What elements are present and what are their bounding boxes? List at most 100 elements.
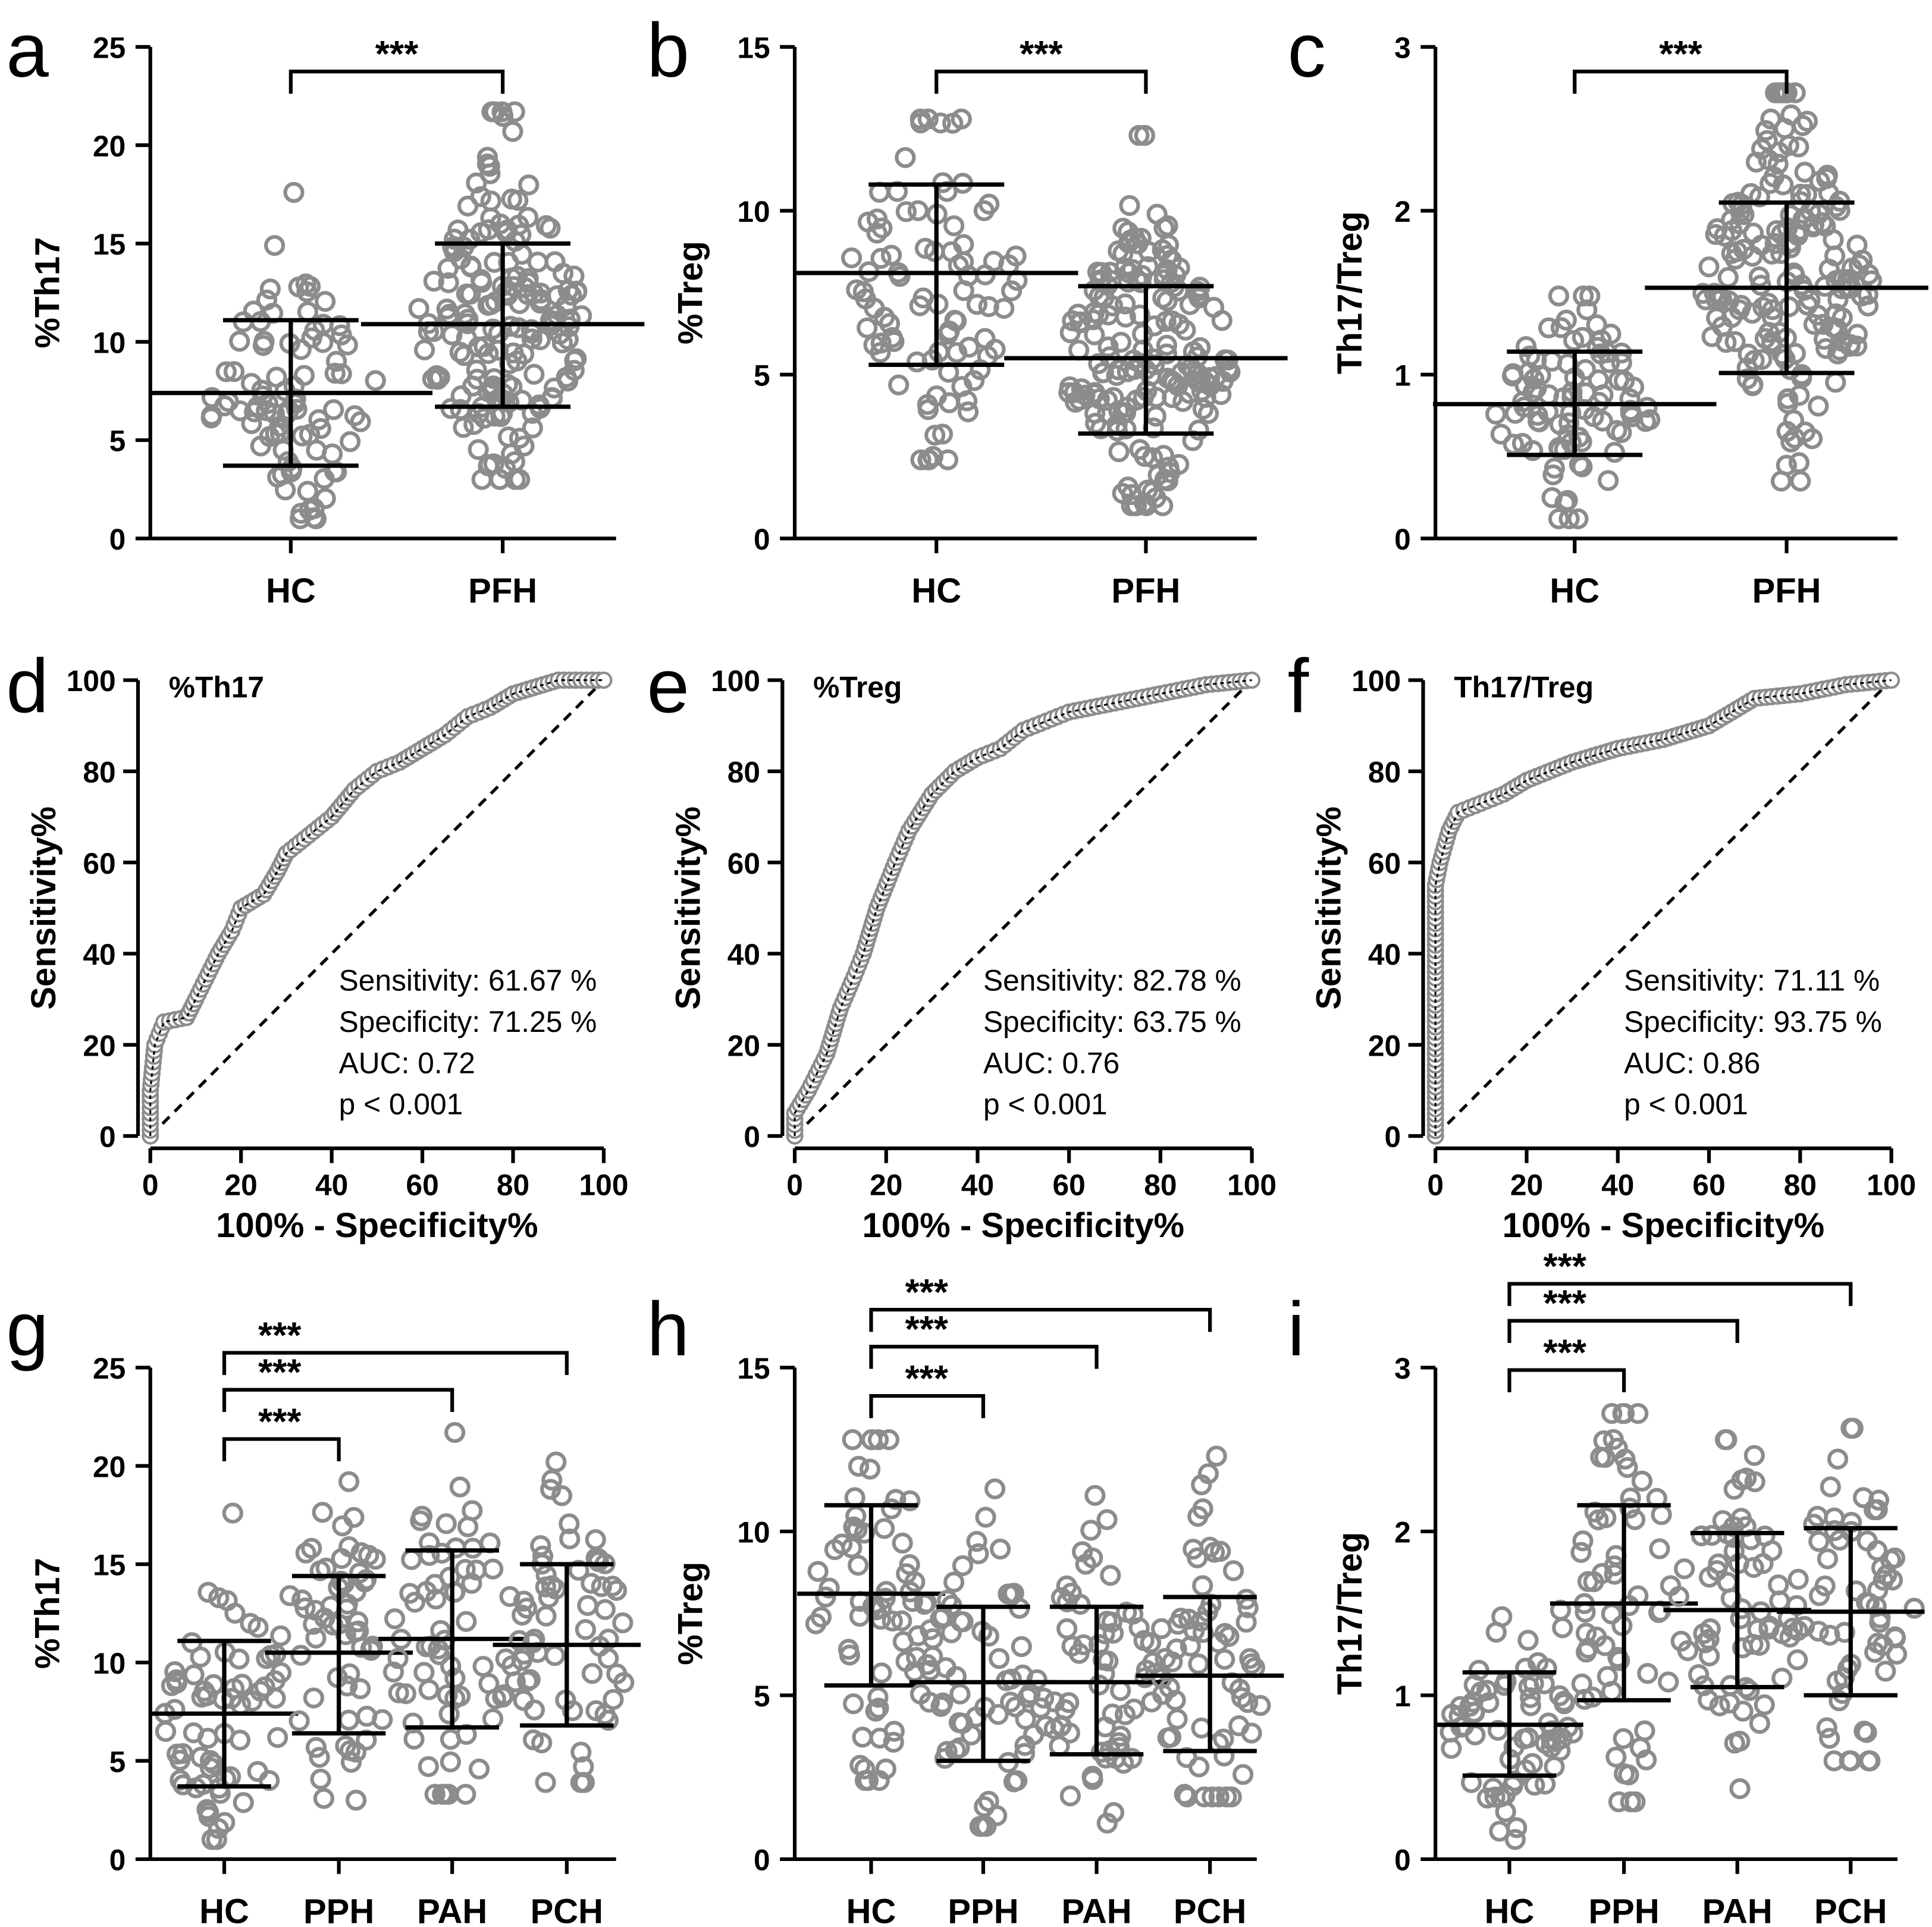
significance-label: *** [258, 1401, 302, 1442]
data-point [1709, 1695, 1730, 1716]
data-point [1739, 1680, 1760, 1701]
data-point [1061, 1636, 1083, 1657]
data-point [450, 385, 472, 407]
data-point [1812, 212, 1833, 234]
data-point [1125, 495, 1147, 516]
category-label: HC [911, 572, 961, 610]
x-tick-label: 20 [225, 1168, 258, 1201]
y-axis-label: %Treg [672, 241, 710, 344]
data-point [1128, 125, 1150, 146]
y-tick-label: 15 [93, 228, 126, 261]
data-point [1191, 1717, 1212, 1739]
data-point [953, 280, 974, 302]
data-point [1698, 256, 1720, 278]
data-point [490, 213, 511, 235]
data-point [888, 374, 909, 396]
data-point [544, 1644, 566, 1666]
data-point [264, 235, 286, 256]
data-point [839, 1644, 861, 1666]
data-point [1780, 204, 1801, 226]
data-point [949, 1683, 971, 1705]
data-point [1787, 1649, 1808, 1671]
y-tick-label: 5 [109, 1745, 126, 1778]
x-tick-label: 40 [315, 1168, 348, 1201]
data-point [295, 1542, 316, 1564]
data-point [1116, 396, 1138, 418]
data-point [1612, 1402, 1633, 1424]
data-point [978, 1625, 999, 1647]
data-point [606, 1580, 628, 1601]
data-point [1808, 1585, 1830, 1606]
x-axis-label: 100% - Specificity% [216, 1206, 538, 1245]
data-point [1771, 1667, 1793, 1689]
data-point [870, 247, 892, 269]
y-tick-label: 10 [93, 326, 126, 359]
y-tick-label: 100 [711, 664, 760, 698]
data-point [253, 331, 275, 352]
data-point [413, 339, 435, 360]
data-point [1174, 1784, 1195, 1805]
data-point [1717, 266, 1739, 288]
data-point [949, 1737, 970, 1759]
data-point [1747, 1619, 1768, 1640]
data-point [1779, 1627, 1801, 1648]
data-point [310, 1768, 331, 1790]
data-point [848, 1555, 869, 1576]
roc-stat: p < 0.001 [339, 1088, 463, 1121]
data-point [264, 403, 285, 425]
x-tick-label: 100 [1867, 1168, 1916, 1201]
panel-f: f 0 20 40 60 80 100 0 20 40 60 80 100 100% - Specific… [1288, 644, 1916, 1244]
data-point [544, 377, 565, 399]
data-point [581, 1663, 603, 1684]
category-label: PAH [1061, 1893, 1131, 1927]
data-point [974, 1796, 995, 1818]
data-point [1793, 1616, 1815, 1637]
data-point [340, 1752, 362, 1773]
data-point [1119, 194, 1140, 216]
y-tick-label: 80 [83, 756, 115, 789]
x-tick-label: 80 [1144, 1168, 1177, 1201]
y-axis-label: %Treg [672, 1562, 710, 1665]
data-point [196, 1685, 218, 1706]
data-point [200, 407, 222, 429]
category-label: PPH [948, 1893, 1018, 1927]
data-point [1083, 383, 1105, 404]
data-point [1690, 1525, 1713, 1546]
data-point [577, 1595, 598, 1616]
y-tick-label: 60 [83, 847, 115, 880]
data-point [602, 1576, 623, 1597]
data-point [444, 1421, 466, 1443]
data-point [1214, 1649, 1235, 1670]
y-tick-label: 40 [83, 938, 115, 971]
data-point [1571, 1673, 1592, 1694]
data-point [1828, 1690, 1850, 1712]
data-point [230, 400, 251, 422]
data-point [1157, 244, 1178, 266]
panel-a: a 0 5 10 15 20 25 %Th17 HC PFH *** [6, 8, 645, 610]
data-point [455, 1784, 476, 1805]
data-point [345, 1790, 367, 1811]
data-point [883, 1731, 904, 1753]
data-point [1786, 1595, 1808, 1617]
x-tick-label: 100 [1227, 1168, 1276, 1201]
data-point [930, 1696, 952, 1717]
data-point [480, 190, 501, 212]
y-tick-label: 15 [737, 32, 770, 65]
data-point [998, 1583, 1019, 1605]
significance-bracket [934, 70, 1148, 94]
data-point [882, 327, 903, 349]
data-point [1545, 1731, 1567, 1752]
data-point [522, 417, 543, 439]
roc-stat: Sensitivity: 82.78 % [983, 964, 1241, 997]
data-point [312, 1502, 333, 1523]
data-point [382, 1661, 404, 1683]
data-point [365, 370, 386, 391]
x-tick-label: 40 [961, 1168, 994, 1201]
data-point [1517, 1630, 1539, 1651]
data-point [1206, 1445, 1227, 1467]
data-point [1099, 262, 1121, 283]
data-point [952, 1555, 974, 1577]
roc-title: %Treg [813, 671, 902, 704]
data-point [1162, 387, 1183, 409]
data-point [529, 329, 551, 350]
